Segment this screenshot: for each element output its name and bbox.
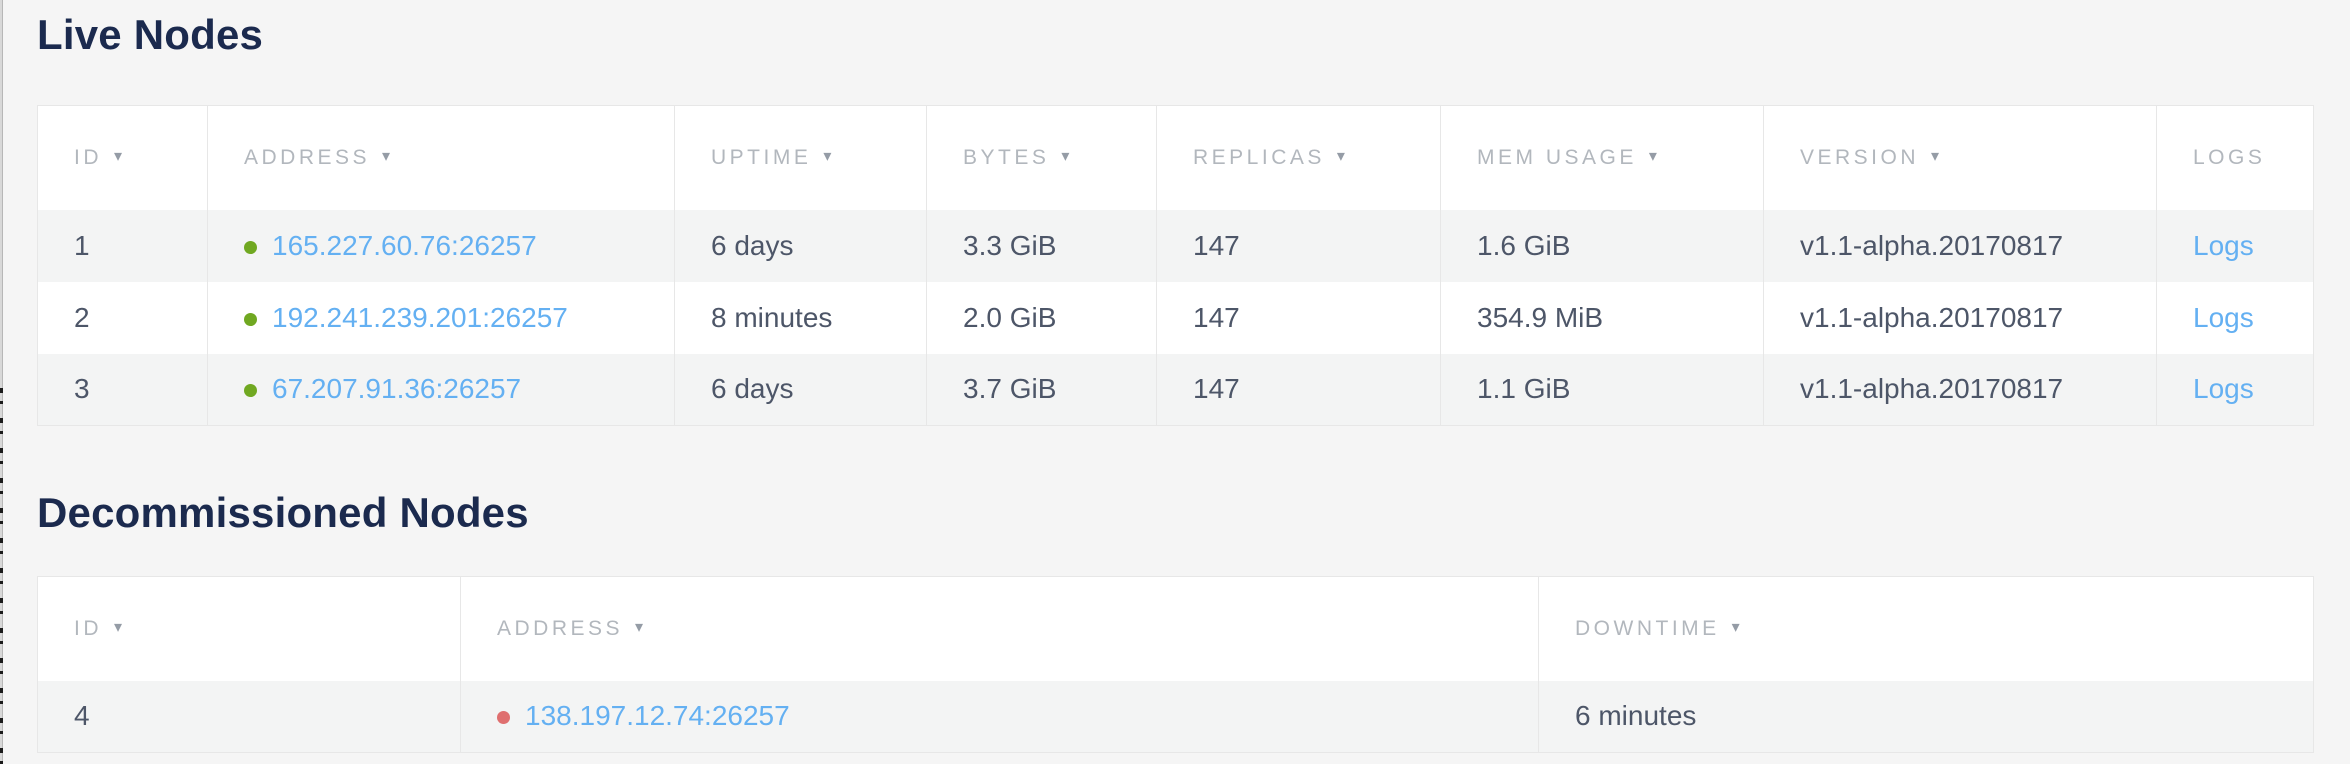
live-nodes-title: Live Nodes (37, 11, 264, 58)
column-label: UPTIME (711, 145, 812, 169)
node-address-cell: 165.227.60.76:26257 (207, 209, 675, 282)
column-header-address[interactable]: ADDRESS ▾ (460, 576, 1539, 681)
sort-arrow-icon: ▾ (1648, 147, 1661, 165)
table-row: 2 192.241.239.201:26257 8 minutes 2.0 Gi… (37, 281, 2314, 354)
logs-link[interactable]: Logs (2193, 373, 2254, 405)
column-label: ADDRESS (244, 145, 371, 169)
column-label: REPLICAS (1193, 145, 1325, 169)
node-downtime-cell: 6 minutes (1538, 680, 2314, 753)
node-logs-cell: Logs (2156, 281, 2314, 354)
column-label: ID (74, 145, 102, 169)
sort-arrow-icon: ▾ (1336, 147, 1349, 165)
window-edge-artifact (0, 0, 4, 764)
column-header-mem-usage[interactable]: MEM USAGE ▾ (1440, 105, 1764, 210)
node-logs-cell: Logs (2156, 209, 2314, 282)
node-address-cell: 192.241.239.201:26257 (207, 281, 675, 354)
header-row: ID ▾ ADDRESS ▾ DOWNTIME ▾ (37, 576, 2314, 681)
column-label: ADDRESS (497, 616, 624, 640)
node-mem-usage-cell: 1.6 GiB (1440, 209, 1764, 282)
live-nodes-table: ID ▾ ADDRESS ▾ UPTIME ▾ BYTES ▾ REPLICAS ▾ ME… (37, 105, 2314, 426)
header-row: ID ▾ ADDRESS ▾ UPTIME ▾ BYTES ▾ REPLICAS ▾ ME… (37, 105, 2314, 210)
node-address-link[interactable]: 67.207.91.36:26257 (272, 373, 522, 405)
node-version-cell: v1.1-alpha.20170817 (1763, 281, 2157, 354)
column-label: ID (74, 616, 102, 640)
sort-arrow-icon: ▾ (114, 618, 126, 636)
column-header-bytes[interactable]: BYTES ▾ (926, 105, 1157, 210)
column-header-uptime[interactable]: UPTIME ▾ (674, 105, 927, 210)
node-version-cell: v1.1-alpha.20170817 (1763, 209, 2157, 282)
node-id-cell: 3 (37, 353, 208, 426)
node-uptime-cell: 6 days (674, 353, 927, 426)
column-label: LOGS (2193, 145, 2266, 169)
node-uptime-cell: 8 minutes (674, 281, 927, 354)
node-mem-usage-cell: 354.9 MiB (1440, 281, 1764, 354)
column-header-id[interactable]: ID ▾ (37, 105, 208, 210)
node-live-status-dot-icon (244, 384, 257, 398)
node-down-status-dot-icon (497, 711, 510, 725)
table-row: 3 67.207.91.36:26257 6 days 3.7 GiB 147 … (37, 353, 2314, 426)
column-header-id[interactable]: ID ▾ (37, 576, 461, 681)
column-header-logs: LOGS (2156, 105, 2314, 210)
table-row: 1 165.227.60.76:26257 6 days 3.3 GiB 147… (37, 209, 2314, 282)
decommissioned-nodes-title: Decommissioned Nodes (37, 489, 529, 536)
node-bytes-cell: 3.7 GiB (926, 353, 1157, 426)
logs-link[interactable]: Logs (2193, 301, 2254, 333)
logs-link[interactable]: Logs (2193, 229, 2254, 261)
sort-arrow-icon: ▾ (635, 618, 647, 636)
node-id-cell: 1 (37, 209, 208, 282)
column-label: BYTES (963, 145, 1050, 169)
column-label: VERSION (1800, 145, 1920, 169)
column-label: DOWNTIME (1575, 616, 1720, 640)
node-address-cell: 138.197.12.74:26257 (460, 680, 1539, 753)
sort-arrow-icon: ▾ (1931, 147, 1943, 165)
sort-arrow-icon: ▾ (1061, 147, 1073, 165)
node-replicas-cell: 147 (1156, 209, 1441, 282)
node-address-link[interactable]: 192.241.239.201:26257 (272, 301, 568, 333)
sort-arrow-icon: ▾ (114, 147, 126, 165)
node-live-status-dot-icon (244, 240, 257, 254)
node-address-cell: 67.207.91.36:26257 (207, 353, 675, 426)
column-header-replicas[interactable]: REPLICAS ▾ (1156, 105, 1441, 210)
node-id-cell: 2 (37, 281, 208, 354)
node-live-status-dot-icon (244, 312, 257, 326)
decommissioned-nodes-table: ID ▾ ADDRESS ▾ DOWNTIME ▾ 4 138.197.12.74:2… (37, 576, 2314, 753)
column-header-address[interactable]: ADDRESS ▾ (207, 105, 675, 210)
node-bytes-cell: 3.3 GiB (926, 209, 1157, 282)
table-row: 4 138.197.12.74:26257 6 minutes (37, 680, 2314, 753)
node-bytes-cell: 2.0 GiB (926, 281, 1157, 354)
column-header-downtime[interactable]: DOWNTIME ▾ (1538, 576, 2314, 681)
node-version-cell: v1.1-alpha.20170817 (1763, 353, 2157, 426)
node-address-link[interactable]: 138.197.12.74:26257 (525, 700, 790, 732)
sort-arrow-icon: ▾ (823, 147, 835, 165)
node-uptime-cell: 6 days (674, 209, 927, 282)
node-replicas-cell: 147 (1156, 353, 1441, 426)
node-id-cell: 4 (37, 680, 461, 753)
sort-arrow-icon: ▾ (1731, 618, 1744, 636)
node-address-link[interactable]: 165.227.60.76:26257 (272, 229, 537, 261)
node-mem-usage-cell: 1.1 GiB (1440, 353, 1764, 426)
node-logs-cell: Logs (2156, 353, 2314, 426)
column-header-version[interactable]: VERSION ▾ (1763, 105, 2157, 210)
sort-arrow-icon: ▾ (382, 147, 394, 165)
node-replicas-cell: 147 (1156, 281, 1441, 354)
column-label: MEM USAGE (1477, 145, 1637, 169)
